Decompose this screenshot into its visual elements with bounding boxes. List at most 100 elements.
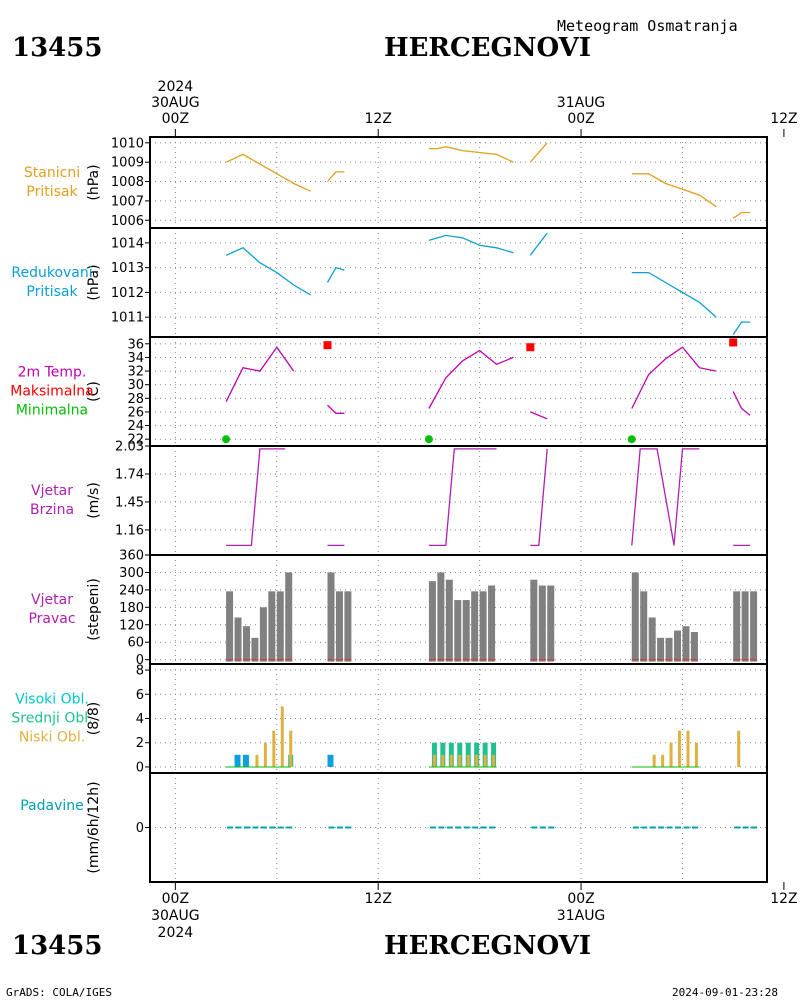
station-id-top: 13455 [12,33,102,63]
top-time-label: 00Z [162,111,189,127]
y-tick-label: 1011 [111,311,144,326]
series-line [631,448,700,546]
series-line [226,448,286,547]
high-cloud-bar [327,754,334,767]
low-cloud-bar [280,706,284,767]
bottom-time-label: 30AUG [151,908,200,924]
wind-dir-bar [454,600,462,662]
low-cloud-bar [432,754,436,767]
wind-dir-bar [479,591,487,662]
series-line [428,349,514,409]
y-tick-label: 1.16 [115,523,144,538]
panel-label: Visoki Obl. [15,692,89,708]
y-tick-label: 1006 [111,214,144,229]
low-cloud-bar [669,742,673,767]
bottom-time-label: 31AUG [557,908,606,924]
series-line [327,404,345,414]
panel-label: Minimalna [16,403,88,419]
panel-label: Vjetar [31,483,73,499]
precip-bar [658,826,665,829]
low-cloud-bar [458,754,462,767]
y-tick-label: 1008 [111,175,144,190]
precip-bar [531,826,538,829]
tmax-marker [323,341,332,350]
wind-dir-bar [242,626,250,662]
precip-bar [472,826,479,829]
time-axis: 202430AUG00Z12Z31AUG00Z12Z1SEP00Z12Z00Z3… [151,79,798,941]
low-cloud-bar [483,754,487,767]
low-cloud-bar [661,754,665,767]
y-tick-label: 8 [136,664,144,679]
y-tick-label: 1.74 [115,467,144,482]
precip-bar [683,826,690,829]
series-line [225,153,311,192]
tmin-marker [424,435,433,444]
series-line [428,448,497,547]
bottom-time-label: 00Z [162,891,189,907]
y-tick-label: 4 [136,712,144,727]
low-cloud-bar [272,730,276,767]
panel-precipitation: 0 (mm/6h/12h)Padavine [20,772,768,883]
low-cloud-bar [694,742,698,767]
y-axis-label: (mm/6h/12h) [86,781,102,873]
y-tick-label: 180 [119,601,144,616]
precip-bar [438,826,445,829]
precip-bar [649,826,656,829]
y-tick-label: 30 [127,378,144,393]
wind-dir-bar [259,607,267,662]
y-tick-label: 28 [127,392,144,407]
wind-dir-bar [344,591,352,662]
precip-bar [455,826,462,829]
low-cloud-bar [263,742,267,767]
precip-bar [489,826,496,829]
wind-dir-bar [251,637,259,662]
precip-bar [548,826,555,829]
bottom-time-label: 2024 [158,925,194,941]
wind-dir-bar [471,591,479,662]
y-tick-label: 1007 [111,194,144,209]
y-tick-label: 2.03 [115,440,144,455]
top-time-label: 2024 [158,79,194,95]
panel-label: Redukovani [11,265,92,281]
wind-dir-bar [538,585,546,662]
station-name-top: HERCEGNOVI [384,33,591,63]
precip-bar [260,826,267,829]
low-cloud-bar [475,754,479,767]
panel-label: Pravac [28,611,75,627]
panel-cloud_cover: 0 2 4 6 8 (8/8)Visoki Obl. Srednji Obl. Niski O… [11,663,768,775]
precip-bar [243,826,250,829]
wind-dir-bar [648,617,656,662]
footer-timestamp: 2024-09-01-23:28 [672,986,778,999]
precip-bar [446,826,453,829]
panel-label: Stanicni [24,165,80,181]
panel-label: Padavine [20,798,84,814]
high-cloud-bar [242,754,249,767]
wind-dir-bar [733,591,741,662]
bottom-time-label: 12Z [770,891,797,907]
series-line [225,247,311,296]
y-axis-label: (C) [86,381,102,402]
y-tick-label: 32 [127,365,144,380]
wind-dir-bar [640,591,648,662]
wind-dir-bar [488,585,496,662]
low-cloud-bar [686,730,690,767]
top-time-label: 31AUG [557,95,606,111]
wind-dir-bar [327,572,335,662]
precip-bar [734,826,741,829]
y-axis-label: (m/s) [86,482,102,519]
tmax-marker [526,343,535,352]
series-line [530,448,548,547]
precip-bar [277,826,284,829]
top-time-label: 12Z [365,111,392,127]
low-cloud-bar [466,754,470,767]
y-tick-label: 1014 [111,236,144,251]
series-line [530,411,548,420]
y-tick-label: 2 [136,736,144,751]
wind-dir-bar [335,591,343,662]
panel-label: Pritisak [26,284,78,300]
wind-dir-bar [741,591,749,662]
low-cloud-bar [737,730,741,767]
low-cloud-bar [449,754,453,767]
precip-bar [641,826,648,829]
wind-dir-bar [268,591,276,662]
